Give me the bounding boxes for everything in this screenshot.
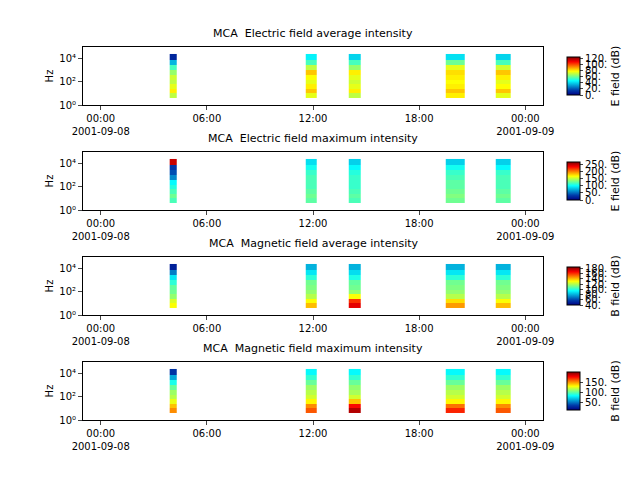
svg-text:160.: 160. [585, 268, 607, 279]
svg-text:E field (dB): E field (dB) [609, 46, 622, 107]
svg-text:Hz: Hz [44, 70, 55, 83]
svg-text:10²: 10² [59, 286, 76, 297]
svg-text:80.: 80. [585, 65, 601, 76]
svg-text:200.: 200. [585, 166, 607, 177]
svg-text:50.: 50. [585, 187, 601, 198]
svg-text:140.: 140. [585, 273, 607, 284]
svg-text:00:002001-09-08: 00:002001-09-08 [72, 323, 130, 347]
svg-text:00:002001-09-09: 00:002001-09-09 [496, 113, 554, 137]
svg-text:0.: 0. [585, 90, 595, 101]
svg-text:00:002001-09-08: 00:002001-09-08 [72, 218, 130, 242]
svg-text:B field (dB): B field (dB) [609, 360, 622, 421]
svg-text:180.: 180. [585, 263, 607, 274]
svg-text:06:00: 06:00 [192, 113, 221, 124]
svg-text:0.: 0. [585, 195, 595, 206]
svg-text:100.: 100. [585, 387, 607, 398]
svg-text:00:002001-09-09: 00:002001-09-09 [496, 323, 554, 347]
svg-text:50.: 50. [585, 397, 601, 408]
svg-text:18:00: 18:00 [405, 218, 434, 229]
svg-text:00:002001-09-08: 00:002001-09-08 [72, 428, 130, 452]
svg-text:Hz: Hz [44, 280, 55, 293]
svg-text:10⁴: 10⁴ [59, 368, 76, 379]
svg-text:MCA Magnetic field average in: MCA Magnetic field average intensity [209, 237, 418, 250]
svg-text:10²: 10² [59, 76, 76, 87]
svg-text:Hz: Hz [44, 175, 55, 188]
svg-text:00:002001-09-09: 00:002001-09-09 [496, 218, 554, 242]
svg-text:100.: 100. [585, 284, 607, 295]
svg-text:250.: 250. [585, 159, 607, 170]
svg-text:100.: 100. [585, 59, 607, 70]
svg-text:06:00: 06:00 [192, 323, 221, 334]
svg-text:MCA Magnetic field maximum in: MCA Magnetic field maximum intensity [203, 342, 423, 355]
svg-text:00:002001-09-09: 00:002001-09-09 [496, 428, 554, 452]
svg-text:40.: 40. [585, 300, 601, 311]
svg-text:20.: 20. [585, 83, 601, 94]
svg-text:60.: 60. [585, 71, 601, 82]
svg-text:18:00: 18:00 [405, 428, 434, 439]
svg-text:12:00: 12:00 [299, 113, 328, 124]
svg-text:18:00: 18:00 [405, 113, 434, 124]
svg-text:12:00: 12:00 [299, 428, 328, 439]
svg-text:100.: 100. [585, 180, 607, 191]
svg-text:00:002001-09-08: 00:002001-09-08 [72, 113, 130, 137]
svg-text:10⁴: 10⁴ [59, 53, 76, 64]
svg-text:12:00: 12:00 [299, 323, 328, 334]
svg-text:150.: 150. [585, 377, 607, 388]
svg-text:10²: 10² [59, 391, 76, 402]
svg-text:Hz: Hz [44, 385, 55, 398]
svg-text:12:00: 12:00 [299, 218, 328, 229]
svg-text:10⁰: 10⁰ [59, 310, 76, 321]
svg-text:18:00: 18:00 [405, 323, 434, 334]
svg-text:10⁰: 10⁰ [59, 100, 76, 111]
svg-text:E field (dB): E field (dB) [609, 151, 622, 212]
svg-text:60.: 60. [585, 294, 601, 305]
svg-text:10⁴: 10⁴ [59, 158, 76, 169]
svg-text:06:00: 06:00 [192, 428, 221, 439]
svg-text:10⁰: 10⁰ [59, 415, 76, 426]
svg-text:10⁰: 10⁰ [59, 205, 76, 216]
svg-text:MCA Electric field average in: MCA Electric field average intensity [213, 27, 413, 40]
svg-text:40.: 40. [585, 77, 601, 88]
svg-text:120.: 120. [585, 53, 607, 64]
svg-text:120.: 120. [585, 279, 607, 290]
svg-text:B field (dB): B field (dB) [609, 255, 622, 316]
svg-text:150.: 150. [585, 173, 607, 184]
svg-text:80.: 80. [585, 289, 601, 300]
svg-text:MCA Electric field maximum in: MCA Electric field maximum intensity [208, 132, 418, 145]
svg-text:10²: 10² [59, 181, 76, 192]
svg-text:10⁴: 10⁴ [59, 263, 76, 274]
svg-text:06:00: 06:00 [192, 218, 221, 229]
